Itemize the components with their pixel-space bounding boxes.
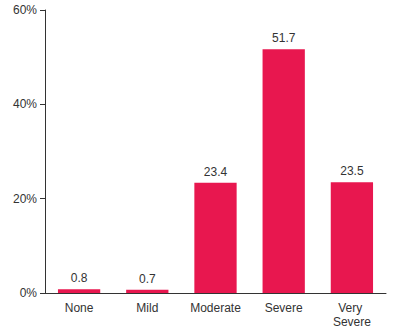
svg-text:20%: 20% <box>13 192 37 206</box>
svg-text:23.5: 23.5 <box>340 164 364 178</box>
svg-text:None: None <box>65 301 94 315</box>
svg-text:51.7: 51.7 <box>272 31 296 45</box>
svg-text:0%: 0% <box>20 286 38 300</box>
svg-text:Severe: Severe <box>333 315 371 329</box>
svg-text:Mild: Mild <box>136 301 158 315</box>
svg-text:Moderate: Moderate <box>190 301 241 315</box>
svg-text:0.7: 0.7 <box>139 272 156 286</box>
svg-text:0.8: 0.8 <box>71 271 88 285</box>
svg-text:Severe: Severe <box>265 301 303 315</box>
svg-text:Very: Very <box>338 301 365 315</box>
svg-text:40%: 40% <box>13 97 37 111</box>
svg-text:60%: 60% <box>13 3 37 17</box>
svg-text:23.4: 23.4 <box>204 165 228 179</box>
